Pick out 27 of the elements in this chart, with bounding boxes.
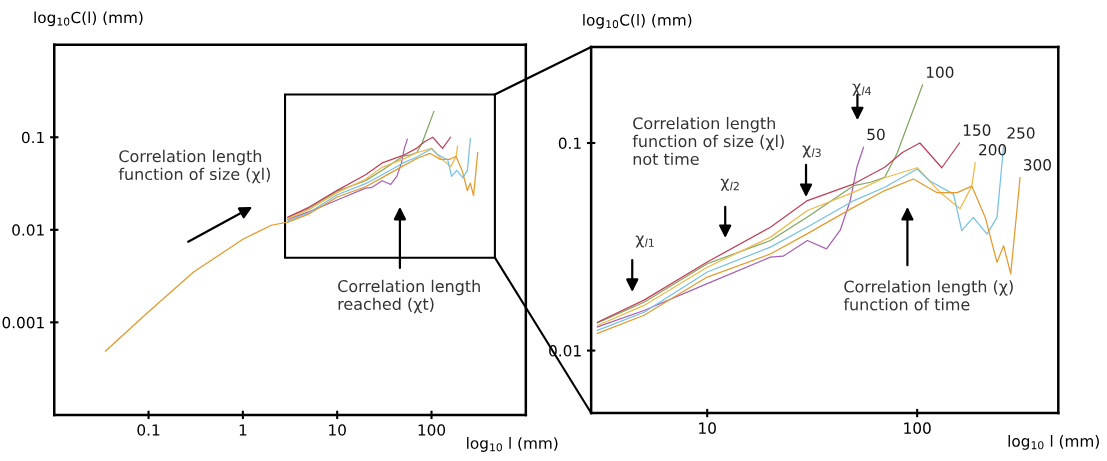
x-tick-label: 10: [329, 424, 346, 436]
annotation: Correlation length function of size (χl) not time: [632, 116, 784, 166]
annotation: Correlation length function of size (χl): [118, 149, 270, 184]
series-label: 100: [926, 66, 954, 79]
x-tick-label: 1: [239, 424, 247, 436]
y-tick-label: 0.001: [2, 316, 44, 329]
series-label: 50: [867, 128, 885, 141]
x-tick-label: 10: [699, 422, 716, 434]
x-axis-title: log$_{10}$ l (mm): [1008, 435, 1099, 450]
x-tick-label: 100: [904, 422, 931, 434]
annotation: χ$_{l4}$: [852, 83, 871, 96]
annotation: χ$_{l1}$: [635, 235, 654, 248]
x-tick-label: 0.1: [137, 424, 160, 436]
y-axis-title: log$_{10}$C(l) (mm): [583, 13, 692, 29]
series-label: 300: [1023, 159, 1051, 171]
series-label: 200: [979, 143, 1007, 156]
series-label: 150: [963, 124, 991, 136]
annotation: χ$_{l3}$: [802, 145, 821, 158]
annotation: Correlation length (χ) function of time: [843, 280, 1013, 311]
y-axis-title: log$_{10}$C(l) (mm): [34, 11, 143, 27]
x-tick-label: 100: [418, 424, 446, 436]
series-label: 250: [1007, 127, 1035, 139]
y-tick-label: 0.1: [21, 131, 44, 144]
annotation: Correlation length reached (χt): [338, 279, 480, 314]
annotation: χ$_{l2}$: [720, 178, 739, 191]
x-axis-title: log$_{10}$ l (mm): [467, 437, 558, 452]
y-tick-label: 0.01: [12, 224, 44, 236]
